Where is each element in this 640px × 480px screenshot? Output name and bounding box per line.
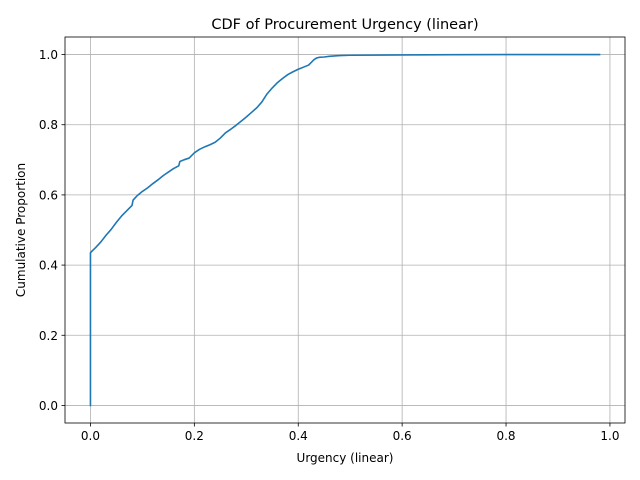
y-tick-label: 0.2 <box>39 329 58 343</box>
y-tick-label: 0.8 <box>39 118 58 132</box>
plot-frame <box>64 36 626 424</box>
y-tick-label: 0.0 <box>39 399 58 413</box>
x-tick-label: 0.8 <box>496 429 515 443</box>
cdf-series-line <box>89 53 601 407</box>
series-layer <box>89 53 601 407</box>
plot-area <box>65 37 625 423</box>
chart-title: CDF of Procurement Urgency (linear) <box>211 17 478 33</box>
grid-lines <box>65 37 625 423</box>
y-tick-label: 1.0 <box>39 48 58 62</box>
y-tick-label: 0.4 <box>39 259 58 273</box>
tick-layer: 0.0 0.2 0.4 0.6 0.8 1.0 0.0 0.2 0.4 0.6 0.8 1.0 <box>39 48 620 443</box>
y-axis-label: Cumulative Proportion <box>14 163 28 297</box>
x-axis-label: Urgency (linear) <box>297 451 394 465</box>
x-tick-label: 0.0 <box>81 429 100 443</box>
x-tick-label: 0.4 <box>289 429 308 443</box>
x-tick-label: 1.0 <box>600 429 619 443</box>
x-tick-label: 0.6 <box>393 429 412 443</box>
x-tick-label: 0.2 <box>185 429 204 443</box>
y-tick-label: 0.6 <box>39 188 58 202</box>
